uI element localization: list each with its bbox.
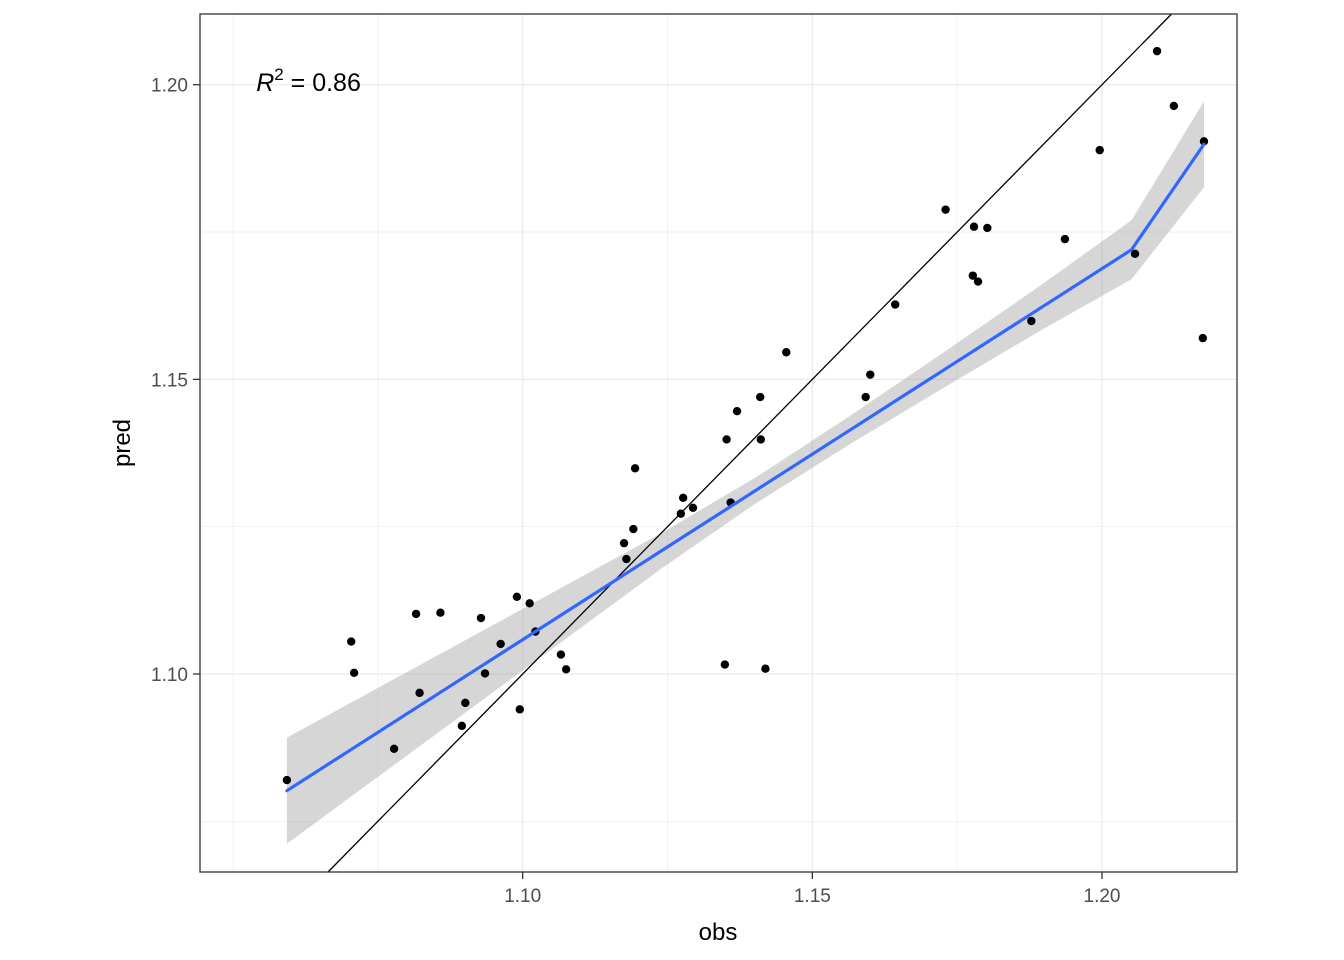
plot-background: [200, 14, 1237, 872]
data-point: [676, 509, 686, 518]
data-point: [969, 222, 979, 231]
data-point: [678, 493, 688, 502]
grid: [200, 14, 1237, 872]
annotation-value: = 0.86: [284, 69, 361, 97]
data-point: [1095, 145, 1104, 155]
data-point: [1027, 316, 1036, 326]
data-point: [861, 392, 870, 402]
data-point: [411, 609, 421, 619]
data-point: [561, 665, 571, 674]
data-point: [891, 300, 900, 309]
data-point: [1198, 333, 1208, 343]
y-tick-label: 1.15: [151, 370, 188, 391]
y-tick-label: 1.20: [151, 76, 188, 97]
data-point: [556, 650, 566, 659]
data-point: [496, 639, 505, 649]
data-point: [1152, 46, 1162, 56]
data-point: [756, 435, 765, 444]
y-axis-title: pred: [109, 419, 136, 467]
data-point: [515, 705, 524, 714]
axes: 1.10 1.15 1.20 1.10 1.15 1.20: [151, 76, 1120, 907]
data-point: [347, 637, 356, 646]
data-point: [866, 370, 875, 379]
data-point: [629, 524, 638, 534]
data-point: [973, 277, 983, 286]
identity-line: [327, 13, 1172, 873]
plot-border: [199, 13, 1238, 873]
data-point: [1060, 234, 1070, 244]
data-point: [415, 688, 424, 698]
y-tick-label: 1.10: [151, 665, 188, 686]
data-point: [630, 464, 640, 473]
data-point: [941, 205, 950, 214]
data-point: [782, 348, 791, 357]
data-point: [476, 613, 486, 623]
data-point: [732, 406, 742, 416]
data-point: [457, 721, 467, 731]
confidence-band: [286, 101, 1204, 844]
data-point: [1130, 249, 1140, 259]
x-tick-label: 1.10: [504, 886, 541, 907]
annotation-superscript: 2: [274, 65, 283, 84]
data-point: [389, 744, 399, 754]
data-point: [461, 698, 470, 708]
regression-line: [285, 142, 1206, 793]
data-point: [983, 223, 992, 233]
data-point: [282, 775, 292, 785]
data-point: [688, 503, 698, 513]
data-point: [1199, 137, 1209, 146]
data-points: [282, 46, 1209, 785]
x-axis-title: obs: [699, 919, 738, 946]
annotation-variable: R: [256, 69, 274, 97]
data-point: [761, 664, 770, 673]
data-point: [512, 592, 522, 601]
data-point: [525, 599, 534, 608]
data-point: [756, 392, 765, 402]
data-point: [619, 538, 629, 548]
data-point: [720, 660, 730, 669]
x-tick-label: 1.15: [794, 886, 831, 907]
data-point: [436, 608, 445, 617]
data-point: [480, 669, 490, 678]
data-point: [622, 554, 631, 564]
data-point: [1169, 101, 1179, 111]
data-point: [968, 271, 978, 280]
r-squared-annotation: R2 = 0.86: [256, 65, 361, 97]
x-tick-label: 1.20: [1084, 886, 1121, 907]
data-point: [722, 435, 731, 444]
data-point: [349, 668, 359, 678]
